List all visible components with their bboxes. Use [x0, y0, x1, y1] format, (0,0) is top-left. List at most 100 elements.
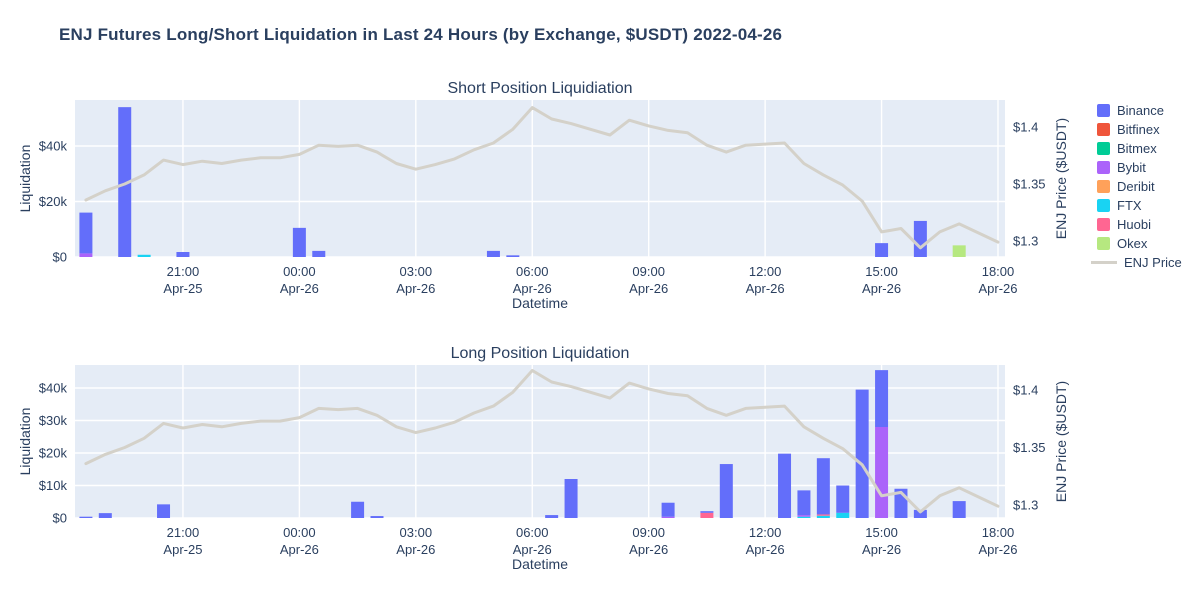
y-left-axis-title: Liquidation — [17, 145, 33, 213]
legend-label: Huobi — [1117, 217, 1151, 232]
x-tick-time: 09:00 — [632, 525, 665, 540]
x-tick-time: 12:00 — [749, 525, 782, 540]
legend-color-swatch — [1097, 123, 1110, 136]
bar-segment-binance — [292, 227, 306, 257]
legend-color-swatch — [1097, 161, 1110, 174]
x-tick-time: 00:00 — [283, 264, 316, 279]
x-tick-time: 18:00 — [982, 264, 1015, 279]
y-right-tick-label: $1.3 — [1013, 498, 1038, 513]
legend: Binance Bitfinex Bitmex Bybit Deribit FTX Huob… — [1091, 103, 1182, 270]
figure-title: ENJ Futures Long/Short Liquidation in La… — [59, 25, 783, 44]
x-tick-time: 12:00 — [749, 264, 782, 279]
bar-segment-binance — [506, 255, 520, 257]
bar-segment-binance — [176, 252, 190, 257]
legend-label: Binance — [1117, 103, 1164, 118]
x-axis-title: Datetime — [512, 556, 568, 572]
y-left-axis-title: Liquidation — [17, 408, 33, 476]
legend-label: Bybit — [1117, 160, 1146, 175]
x-tick-date: Apr-25 — [163, 542, 202, 557]
enj-price-line — [84, 369, 1000, 514]
x-tick-date: Apr-26 — [513, 542, 552, 557]
bar-segment-bybit — [875, 427, 889, 518]
bar-segment-binance — [351, 501, 365, 518]
y-right-axis-title: ENJ Price ($USDT) — [1053, 118, 1069, 239]
legend-label: Deribit — [1117, 179, 1155, 194]
x-tick-date: Apr-26 — [280, 281, 319, 296]
y-right-tick-label: $1.35 — [1013, 177, 1046, 192]
legend-color-swatch — [1097, 199, 1110, 212]
x-tick-date: Apr-25 — [163, 281, 202, 296]
legend-label: Okex — [1117, 236, 1148, 251]
bar-segment-binance — [118, 107, 132, 258]
legend-item-enj-price[interactable]: ENJ Price — [1091, 255, 1182, 270]
y-right-tick-label: $1.35 — [1013, 440, 1046, 455]
y-left-tick-label: $0 — [53, 250, 67, 265]
legend-item-ftx[interactable]: FTX — [1097, 198, 1182, 213]
legend-label: FTX — [1117, 198, 1142, 213]
legend-color-swatch — [1097, 218, 1110, 231]
legend-color-swatch — [1097, 104, 1110, 117]
bar-segment-binance — [700, 511, 714, 513]
legend-item-deribit[interactable]: Deribit — [1097, 179, 1182, 194]
y-left-tick-label: $40k — [39, 139, 68, 154]
x-tick-time: 21:00 — [167, 525, 200, 540]
y-left-tick-label: $40k — [39, 381, 68, 396]
bar-segment-ftx — [816, 515, 830, 518]
x-tick-date: Apr-26 — [978, 281, 1017, 296]
bar-segment-binance — [98, 513, 112, 518]
short-plot-area[interactable] — [75, 100, 1005, 257]
legend-item-bybit[interactable]: Bybit — [1097, 160, 1182, 175]
y-left-tick-label: $30k — [39, 413, 68, 428]
bar-segment-binance — [79, 516, 93, 518]
y-right-tick-label: $1.4 — [1013, 383, 1038, 398]
bar-segment-binance — [952, 501, 966, 518]
bar-segment-binance — [855, 389, 869, 518]
bar-segment-binance — [778, 453, 792, 518]
y-left-tick-label: $20k — [39, 446, 68, 461]
x-tick-time: 18:00 — [982, 525, 1015, 540]
legend-line-marker — [1091, 261, 1117, 264]
legend-color-swatch — [1097, 180, 1110, 193]
bar-segment-binance — [875, 370, 889, 427]
bar-segment-binance — [486, 250, 500, 257]
long-plot-area[interactable] — [75, 365, 1005, 518]
legend-item-bitmex[interactable]: Bitmex — [1097, 141, 1182, 156]
bar-segment-okex — [952, 245, 966, 257]
legend-item-okex[interactable]: Okex — [1097, 236, 1182, 251]
legend-item-huobi[interactable]: Huobi — [1097, 217, 1182, 232]
x-tick-date: Apr-26 — [280, 542, 319, 557]
legend-item-binance[interactable]: Binance — [1097, 103, 1182, 118]
x-tick-time: 06:00 — [516, 525, 549, 540]
y-right-axis-title: ENJ Price ($USDT) — [1053, 381, 1069, 502]
bar-segment-huobi — [700, 512, 714, 518]
x-tick-date: Apr-26 — [978, 542, 1017, 557]
long-subplot: $0 $10k $20k $30k $40k $1.3 $1.35 $1.4 21:00 Apr-… — [17, 345, 1069, 572]
bar-segment-binance — [661, 502, 675, 517]
x-tick-date: Apr-26 — [396, 542, 435, 557]
x-tick-date: Apr-26 — [862, 542, 901, 557]
x-tick-date: Apr-26 — [629, 542, 668, 557]
y-left-tick-label: $20k — [39, 194, 68, 209]
bar-segment-binance — [157, 504, 171, 518]
y-right-tick-label: $1.3 — [1013, 234, 1038, 249]
bar-segment-ftx — [797, 516, 811, 518]
short-subplot-title: Short Position Liquidiation — [447, 80, 632, 97]
bar-segment-binance — [370, 516, 384, 518]
legend-color-swatch — [1097, 142, 1110, 155]
bar-segment-binance — [797, 490, 811, 516]
bar-segment-binance — [545, 515, 559, 518]
bar-segment-binance — [79, 212, 93, 254]
x-tick-time: 06:00 — [516, 264, 549, 279]
x-tick-time: 21:00 — [167, 264, 200, 279]
legend-color-swatch — [1097, 237, 1110, 250]
bar-segment-bybit — [661, 516, 675, 518]
short-subplot: $0 $20k $40k $1.3 $1.35 $1.4 21:00 Apr-25 00:00 A… — [17, 80, 1069, 311]
x-tick-date: Apr-26 — [746, 542, 785, 557]
legend-label: Bitmex — [1117, 141, 1157, 156]
legend-label: ENJ Price — [1124, 255, 1182, 270]
legend-item-bitfinex[interactable]: Bitfinex — [1097, 122, 1182, 137]
x-tick-date: Apr-26 — [746, 281, 785, 296]
bar-segment-binance — [913, 509, 927, 518]
